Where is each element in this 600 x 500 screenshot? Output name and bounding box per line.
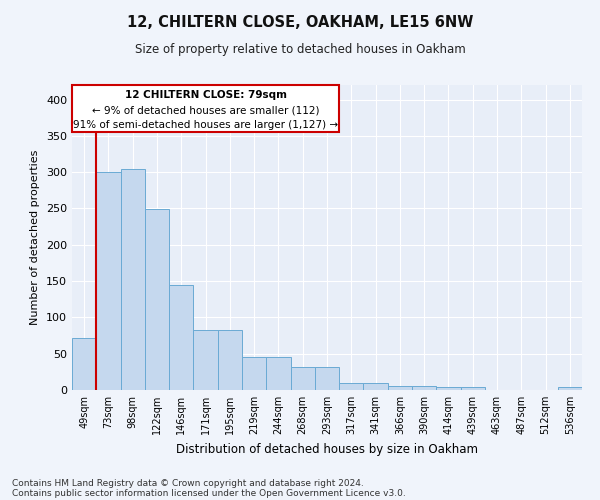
FancyBboxPatch shape bbox=[72, 85, 339, 132]
Bar bbox=[193, 330, 218, 390]
Text: 12 CHILTERN CLOSE: 79sqm: 12 CHILTERN CLOSE: 79sqm bbox=[125, 90, 287, 101]
Bar bbox=[145, 209, 169, 390]
Bar bbox=[96, 172, 121, 390]
Bar bbox=[72, 338, 96, 390]
Bar bbox=[242, 358, 266, 390]
Text: ← 9% of detached houses are smaller (112): ← 9% of detached houses are smaller (112… bbox=[92, 106, 319, 116]
Text: 91% of semi-detached houses are larger (1,127) →: 91% of semi-detached houses are larger (… bbox=[73, 120, 338, 130]
Bar bbox=[436, 387, 461, 390]
Bar bbox=[266, 358, 290, 390]
X-axis label: Distribution of detached houses by size in Oakham: Distribution of detached houses by size … bbox=[176, 442, 478, 456]
Bar bbox=[461, 387, 485, 390]
Text: Contains public sector information licensed under the Open Government Licence v3: Contains public sector information licen… bbox=[12, 488, 406, 498]
Bar bbox=[364, 384, 388, 390]
Text: Size of property relative to detached houses in Oakham: Size of property relative to detached ho… bbox=[134, 42, 466, 56]
Bar bbox=[412, 386, 436, 390]
Text: Contains HM Land Registry data © Crown copyright and database right 2024.: Contains HM Land Registry data © Crown c… bbox=[12, 478, 364, 488]
Bar bbox=[315, 367, 339, 390]
Bar bbox=[339, 384, 364, 390]
Y-axis label: Number of detached properties: Number of detached properties bbox=[31, 150, 40, 325]
Bar bbox=[121, 168, 145, 390]
Bar bbox=[388, 386, 412, 390]
Bar bbox=[169, 286, 193, 390]
Text: 12, CHILTERN CLOSE, OAKHAM, LE15 6NW: 12, CHILTERN CLOSE, OAKHAM, LE15 6NW bbox=[127, 15, 473, 30]
Bar bbox=[218, 330, 242, 390]
Bar bbox=[558, 387, 582, 390]
Bar bbox=[290, 367, 315, 390]
